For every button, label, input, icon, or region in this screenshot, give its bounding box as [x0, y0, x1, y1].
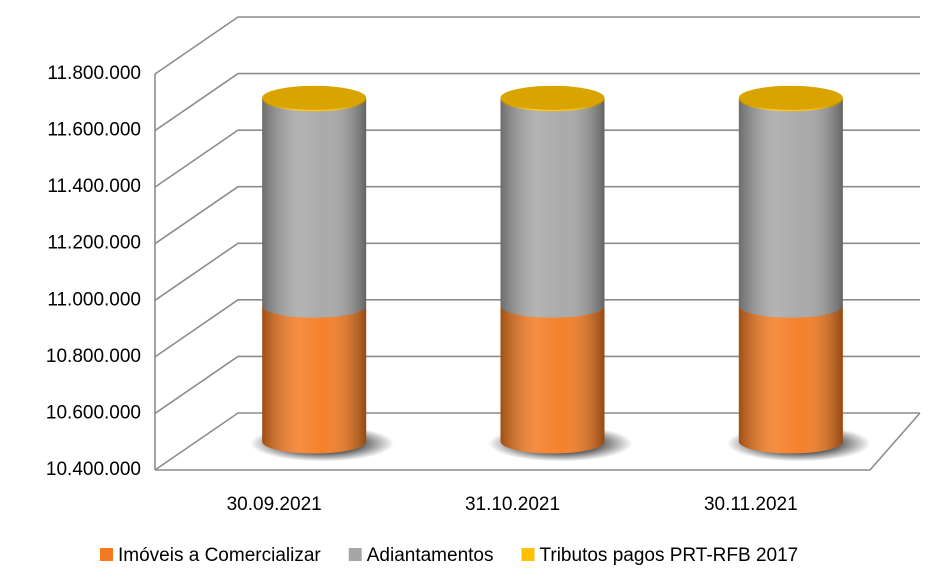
grid-line: [154, 412, 920, 471]
bar-top: [738, 85, 843, 110]
bar: [738, 99, 843, 318]
x-tick-label: 30.11.2021: [704, 494, 798, 515]
legend-label: Adiantamentos: [367, 545, 494, 566]
floor: [155, 412, 921, 471]
bar-shade: [500, 305, 605, 454]
y-tick-label: 11.600.000: [47, 120, 141, 141]
grid-line: [154, 129, 920, 188]
legend-label: Imóveis a Comercializar: [118, 545, 321, 566]
y-tick-label: 11.800.000: [47, 63, 141, 84]
bar-top-shade: [262, 85, 367, 110]
y-tick-label: 11.400.000: [47, 176, 141, 197]
legend-label: Tributos pagos PRT-RFB 2017: [539, 545, 798, 566]
y-tick-label: 10.800.000: [46, 346, 141, 367]
bar-top-shade: [738, 85, 843, 110]
bar-shade: [262, 99, 367, 318]
y-tick-label: 10.400.000: [46, 459, 141, 480]
grid-line: [154, 185, 920, 245]
y-tick-label: 10.600.000: [46, 402, 141, 423]
legend-swatch: [100, 548, 113, 561]
bar-shade: [738, 99, 843, 318]
x-tick-label: 30.09.2021: [227, 494, 322, 515]
grid-line: [154, 299, 920, 358]
bar-top-shade: [500, 85, 605, 110]
y-tick-label: 11.000.000: [47, 289, 141, 310]
grid-line: [154, 355, 920, 415]
bar: [262, 99, 367, 318]
bar: [738, 305, 843, 454]
bar-top: [500, 85, 605, 110]
grid-line: [154, 72, 920, 132]
bar: [500, 99, 605, 318]
x-tick-label: 31.10.2021: [465, 494, 560, 515]
bar: [500, 305, 605, 454]
y-tick-label: 11.200.000: [47, 233, 141, 254]
grid-line: [154, 242, 920, 301]
bar-shade: [738, 305, 843, 454]
bar-top: [262, 85, 367, 110]
legend-swatch: [348, 548, 362, 561]
bar: [262, 305, 367, 454]
legend-swatch: [521, 548, 535, 561]
bar-shade: [262, 305, 367, 454]
grid-line: [154, 16, 920, 75]
bar-shade: [500, 99, 605, 318]
